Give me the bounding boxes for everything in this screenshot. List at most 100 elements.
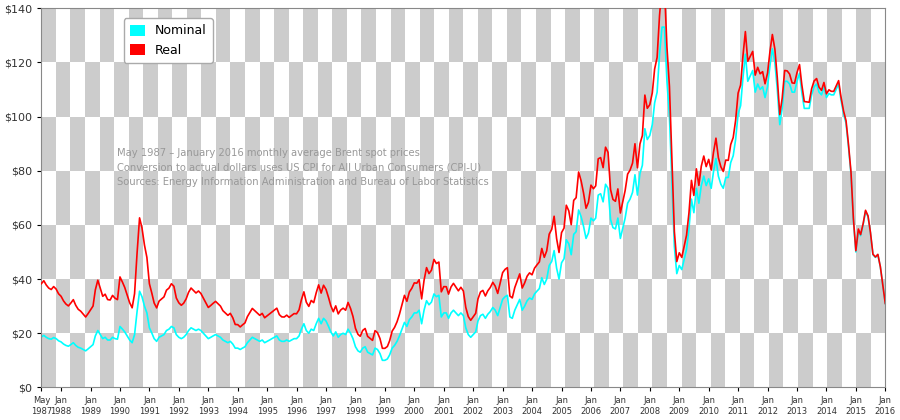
Bar: [798, 333, 813, 387]
Bar: [551, 116, 565, 171]
Bar: [318, 62, 332, 116]
Bar: [187, 279, 202, 333]
Bar: [492, 333, 507, 387]
Bar: [783, 62, 798, 116]
Bar: [405, 8, 419, 62]
Bar: [681, 8, 696, 62]
Bar: [259, 62, 274, 116]
Bar: [464, 225, 478, 279]
Bar: [187, 333, 202, 387]
Bar: [813, 225, 827, 279]
Bar: [41, 225, 56, 279]
Bar: [667, 0, 681, 8]
Bar: [143, 0, 157, 8]
Bar: [813, 279, 827, 333]
Bar: [100, 62, 114, 116]
Bar: [143, 225, 157, 279]
Bar: [376, 0, 391, 8]
Bar: [114, 225, 129, 279]
Bar: [842, 171, 856, 225]
Bar: [551, 279, 565, 333]
Bar: [391, 279, 405, 333]
Bar: [376, 8, 391, 62]
Bar: [449, 333, 464, 387]
Bar: [172, 333, 187, 387]
Bar: [856, 279, 870, 333]
Bar: [41, 62, 56, 116]
Bar: [143, 279, 157, 333]
Bar: [85, 171, 100, 225]
Bar: [419, 225, 434, 279]
Bar: [405, 116, 419, 171]
Bar: [507, 62, 521, 116]
Bar: [376, 171, 391, 225]
Bar: [638, 171, 652, 225]
Bar: [725, 333, 740, 387]
Bar: [681, 0, 696, 8]
Bar: [303, 225, 318, 279]
Bar: [798, 279, 813, 333]
Bar: [870, 62, 886, 116]
Bar: [565, 279, 580, 333]
Bar: [827, 333, 842, 387]
Bar: [652, 62, 667, 116]
Bar: [667, 333, 681, 387]
Bar: [594, 171, 608, 225]
Bar: [681, 62, 696, 116]
Bar: [245, 225, 259, 279]
Bar: [202, 225, 216, 279]
Bar: [114, 171, 129, 225]
Bar: [711, 0, 725, 8]
Bar: [216, 171, 230, 225]
Bar: [769, 0, 783, 8]
Bar: [274, 0, 289, 8]
Bar: [376, 279, 391, 333]
Bar: [783, 0, 798, 8]
Bar: [827, 171, 842, 225]
Bar: [769, 8, 783, 62]
Bar: [711, 225, 725, 279]
Bar: [638, 116, 652, 171]
Bar: [842, 333, 856, 387]
Bar: [245, 0, 259, 8]
Bar: [100, 8, 114, 62]
Bar: [536, 116, 551, 171]
Bar: [85, 62, 100, 116]
Bar: [870, 333, 886, 387]
Bar: [725, 279, 740, 333]
Bar: [842, 62, 856, 116]
Bar: [696, 8, 711, 62]
Bar: [580, 116, 594, 171]
Bar: [362, 0, 376, 8]
Bar: [478, 62, 492, 116]
Bar: [696, 0, 711, 8]
Bar: [870, 8, 886, 62]
Bar: [129, 0, 143, 8]
Bar: [41, 8, 56, 62]
Bar: [362, 333, 376, 387]
Bar: [624, 225, 638, 279]
Bar: [521, 0, 536, 8]
Bar: [187, 225, 202, 279]
Bar: [594, 8, 608, 62]
Bar: [318, 225, 332, 279]
Bar: [725, 171, 740, 225]
Bar: [754, 333, 769, 387]
Bar: [681, 225, 696, 279]
Bar: [434, 116, 449, 171]
Bar: [842, 8, 856, 62]
Bar: [536, 225, 551, 279]
Bar: [172, 8, 187, 62]
Bar: [318, 8, 332, 62]
Bar: [507, 8, 521, 62]
Bar: [856, 171, 870, 225]
Bar: [478, 279, 492, 333]
Bar: [769, 62, 783, 116]
Bar: [769, 116, 783, 171]
Bar: [202, 116, 216, 171]
Bar: [85, 116, 100, 171]
Bar: [391, 333, 405, 387]
Bar: [565, 333, 580, 387]
Bar: [740, 333, 754, 387]
Bar: [449, 116, 464, 171]
